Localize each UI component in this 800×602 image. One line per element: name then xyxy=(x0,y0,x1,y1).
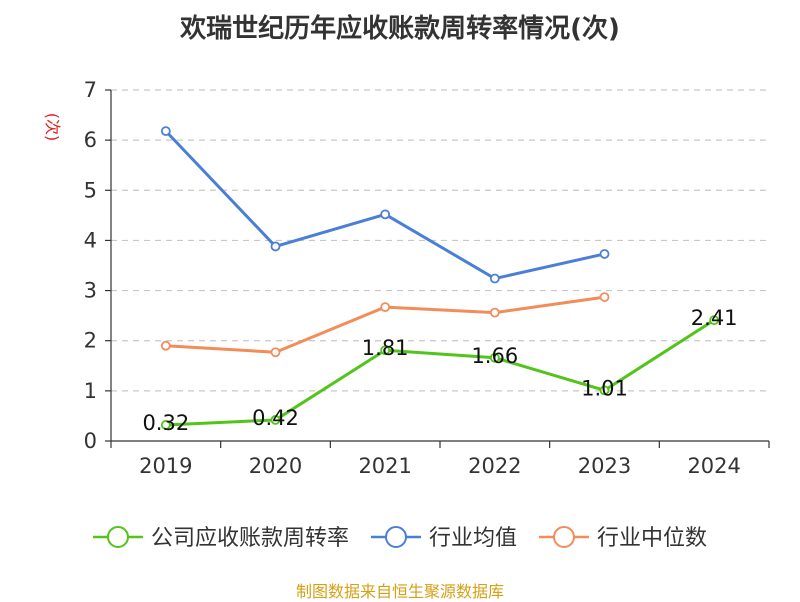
data-point xyxy=(270,241,281,252)
data-point xyxy=(160,340,171,351)
x-tick-label: 2019 xyxy=(139,454,192,478)
legend-item: 行业中位数 xyxy=(539,526,707,551)
series-line xyxy=(164,130,605,281)
data-point xyxy=(599,292,610,302)
legend-marker-circle xyxy=(553,526,576,548)
y-axis-unit-label: (次) xyxy=(43,113,62,142)
data-point xyxy=(270,347,281,358)
x-tick-label: 2021 xyxy=(358,454,411,478)
legend-item: 公司应收账款周转率 xyxy=(92,526,349,551)
chart-title: 欢瑞世纪历年应收账款周转率情况(次) xyxy=(180,14,620,44)
y-tick-label: 1 xyxy=(84,379,97,403)
data-point xyxy=(489,273,500,284)
data-point xyxy=(709,315,720,326)
y-tick-label: 2 xyxy=(84,329,97,353)
y-tick-label: 6 xyxy=(84,128,97,152)
data-point xyxy=(489,352,500,363)
legend-label: 公司应收账款周转率 xyxy=(151,526,349,551)
data-point xyxy=(599,249,610,259)
data-point xyxy=(380,209,391,220)
data-point xyxy=(380,302,391,313)
x-tick-label: 2022 xyxy=(468,454,521,478)
data-label: 1.81 xyxy=(362,336,409,360)
data-point xyxy=(160,420,171,430)
y-tick-label: 0 xyxy=(84,429,97,453)
legend-label: 行业均值 xyxy=(429,526,517,551)
data-label: 0.32 xyxy=(142,411,189,435)
data-point xyxy=(270,415,281,425)
x-tick-label: 2023 xyxy=(578,454,631,478)
data-point xyxy=(489,307,500,318)
axes: 0 1 2 3 4 5 6 7 2019 2020 2021 2022 2023 2024 (次) xyxy=(43,78,770,478)
legend-item: 行业均值 xyxy=(370,526,517,551)
data-label: 0.42 xyxy=(252,406,299,430)
data-label: 1.66 xyxy=(471,344,518,368)
legend: 公司应收账款周转率 行业均值 行业中位数 xyxy=(92,526,707,551)
data-labels: 0.32 0.42 1.81 1.66 1.01 2.41 xyxy=(142,306,737,435)
legend-marker-circle xyxy=(106,526,129,548)
series-line xyxy=(165,318,715,427)
source-note: 制图数据来自恒生聚源数据库 xyxy=(295,582,504,601)
data-point xyxy=(160,126,171,137)
legend-marker-circle xyxy=(384,526,407,548)
data-point xyxy=(380,345,391,356)
data-label: 1.01 xyxy=(581,376,628,400)
x-tick-label: 2020 xyxy=(249,454,302,478)
y-tick-label: 5 xyxy=(84,178,97,202)
series-lines xyxy=(160,126,720,430)
x-tick-label: 2024 xyxy=(687,454,740,478)
legend-label: 行业中位数 xyxy=(597,526,707,551)
y-tick-label: 7 xyxy=(84,78,97,102)
y-tick-label: 3 xyxy=(84,279,97,303)
data-point xyxy=(599,385,610,396)
grid-lines xyxy=(111,89,769,392)
y-tick-label: 4 xyxy=(84,228,97,252)
data-label: 2.41 xyxy=(691,306,738,330)
